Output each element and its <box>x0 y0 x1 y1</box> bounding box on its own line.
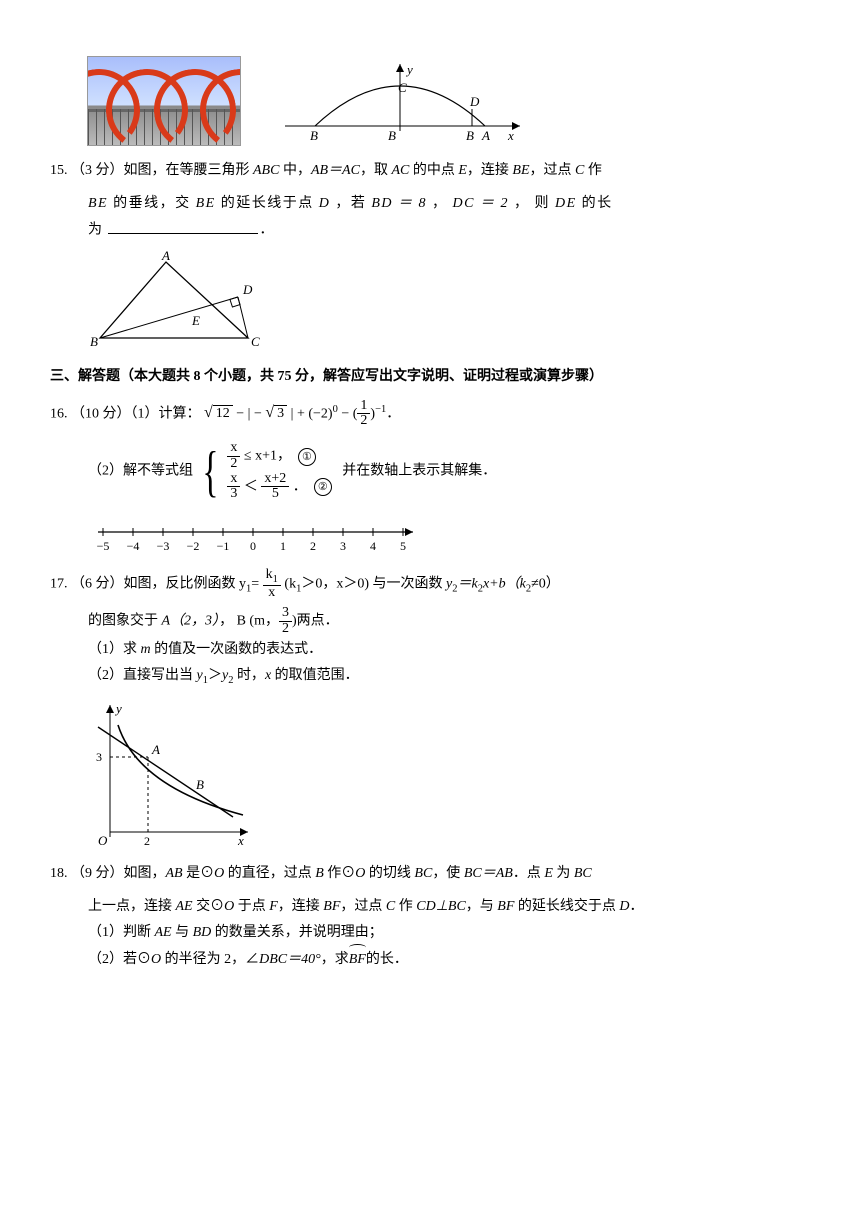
svg-text:−3: −3 <box>157 539 170 553</box>
q15-blank <box>108 217 258 233</box>
number-line: −5 −4 −3 −2 −1 0 1 2 3 4 5 <box>88 514 810 556</box>
svg-text:O: O <box>98 833 108 847</box>
svg-text:2: 2 <box>144 834 150 847</box>
svg-text:−2: −2 <box>187 539 200 553</box>
q17: 17. （6 分）如图，反比例函数 y1= k1x (k1＞0，x＞0) 与一次… <box>50 568 810 601</box>
svg-text:4: 4 <box>370 539 376 553</box>
q17-graph: A B 3 2 O y x <box>88 697 258 847</box>
q15-line3: 为 ． <box>50 217 810 244</box>
svg-text:0: 0 <box>250 539 256 553</box>
svg-text:D: D <box>242 282 253 297</box>
svg-text:x: x <box>237 833 244 847</box>
svg-text:1: 1 <box>280 539 286 553</box>
svg-text:−1: −1 <box>217 539 230 553</box>
svg-text:−4: −4 <box>127 539 140 553</box>
q15-num: 15. <box>50 163 68 178</box>
svg-text:3: 3 <box>340 539 346 553</box>
svg-text:A: A <box>161 250 170 263</box>
q16: 16. （10 分）（1）计算： √12 − | − √3 | + (−2)0 … <box>50 399 810 429</box>
label-D: D <box>469 94 480 109</box>
svg-text:B: B <box>196 777 204 792</box>
svg-text:C: C <box>251 334 260 349</box>
q15-triangle: A B C E D <box>88 250 278 350</box>
q16-num: 16. <box>50 406 68 421</box>
sqrt-3: √3 <box>265 405 287 422</box>
svg-text:y: y <box>114 701 122 716</box>
q15-line2: BE 的垂线，交 BE 的延长线于点 D ，若 BD ＝ 8 ， DC ＝ 2 … <box>50 191 810 218</box>
svg-text:B: B <box>90 334 98 349</box>
sqrt-12: √12 <box>204 405 233 422</box>
label-B3: B <box>466 128 474 143</box>
svg-text:−5: −5 <box>97 539 110 553</box>
circled-2: ② <box>314 478 332 496</box>
q16-p2: （2）解不等式组 { x2 ≤ x+1， ① x3 ＜ x+25 ． ② 并在数… <box>50 441 810 502</box>
q18-p2: （2）若⊙O 的半径为 2，∠DBC＝40°，求BF的长． <box>50 947 810 974</box>
q18-num: 18. <box>50 866 68 881</box>
q18-line2: 上一点，连接 AE 交⊙O 于点 F，连接 BF，过点 C 作 CD⊥BC，与 … <box>50 894 810 921</box>
circled-1: ① <box>298 448 316 466</box>
svg-text:A: A <box>151 742 160 757</box>
q18: 18. （9 分）如图，AB 是⊙O 的直径，过点 B 作⊙O 的切线 BC，使… <box>50 861 810 888</box>
svg-text:3: 3 <box>96 750 102 764</box>
label-C: C <box>398 80 407 95</box>
arc-bf: BF <box>349 947 366 974</box>
label-A: A <box>481 128 490 143</box>
parabola-diagram: y C D B B B A x <box>280 56 530 146</box>
q17-p1: （1）求 m 的值及一次函数的表达式． <box>50 637 810 664</box>
svg-text:2: 2 <box>310 539 316 553</box>
label-y: y <box>405 62 413 77</box>
bridge-photo <box>88 57 240 145</box>
q14-figure-row: y C D B B B A x <box>88 56 810 146</box>
q17-line2: 的图象交于 A（2，3）， B (m，32)两点． <box>50 606 810 636</box>
label-x: x <box>507 128 514 143</box>
q17-p2: （2）直接写出当 y1＞y2 时，x 的取值范围． <box>50 663 810 691</box>
q17-num: 17. <box>50 576 68 591</box>
label-B2: B <box>388 128 396 143</box>
q15: 15. （3 分）如图，在等腰三角形 ABC 中，AB＝AC，取 AC 的中点 … <box>50 158 810 185</box>
svg-text:5: 5 <box>400 539 406 553</box>
q18-p1: （1）判断 AE 与 BD 的数量关系，并说明理由； <box>50 920 810 947</box>
label-B1: B <box>310 128 318 143</box>
svg-text:E: E <box>191 313 200 328</box>
section-3-title: 三、解答题（本大题共 8 个小题，共 75 分，解答应写出文字说明、证明过程或演… <box>50 364 810 391</box>
